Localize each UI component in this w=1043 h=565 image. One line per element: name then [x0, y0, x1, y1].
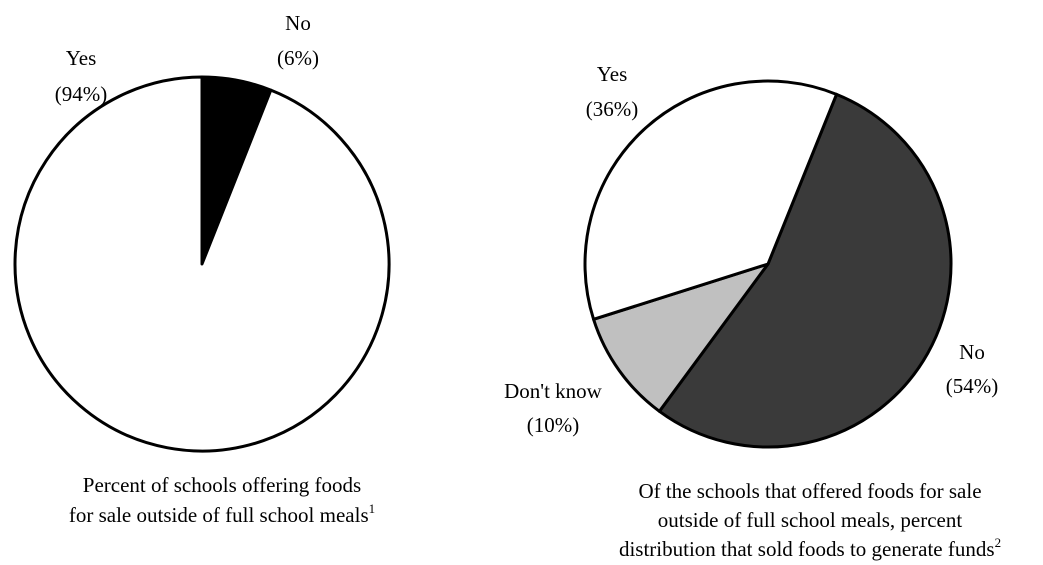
pie-slice-no — [657, 92, 953, 449]
slice-value-label-no: (6%) — [277, 46, 319, 70]
pie-slice-yes — [583, 79, 839, 321]
chart-caption-line: Percent of schools offering foods — [83, 473, 361, 497]
chart-caption-line: Of the schools that offered foods for sa… — [638, 479, 981, 503]
slice-label-don-t-know: Don't know — [504, 379, 603, 403]
slice-label-no: No — [959, 340, 985, 364]
slice-value-label-yes: (94%) — [55, 82, 107, 106]
pie-chart-offering-foods: No (6%) Yes (94%) Percent of schools offerin… — [13, 11, 391, 527]
caption-footnote-marker: 2 — [995, 535, 1002, 550]
chart-caption-line: for sale outside of full school meals1 — [69, 501, 375, 527]
slice-label-yes: Yes — [597, 62, 628, 86]
slice-label-yes: Yes — [66, 46, 97, 70]
chart-caption-line: outside of full school meals, percent — [658, 508, 963, 532]
pie-slice-yes — [13, 75, 391, 453]
slice-value-label-yes: (36%) — [586, 97, 638, 121]
slice-value-label-don-t-know: (10%) — [527, 413, 579, 437]
slice-value-label-no: (54%) — [946, 374, 998, 398]
pie-slice-don-t-know — [592, 262, 770, 413]
pie-chart-generate-funds: No (54%) Don't know (10%) Yes (36%) Of the sch… — [504, 62, 1001, 561]
slice-label-no: No — [285, 11, 311, 35]
chart-caption-line: distribution that sold foods to generate… — [619, 535, 1001, 561]
caption-footnote-marker: 1 — [369, 501, 376, 516]
